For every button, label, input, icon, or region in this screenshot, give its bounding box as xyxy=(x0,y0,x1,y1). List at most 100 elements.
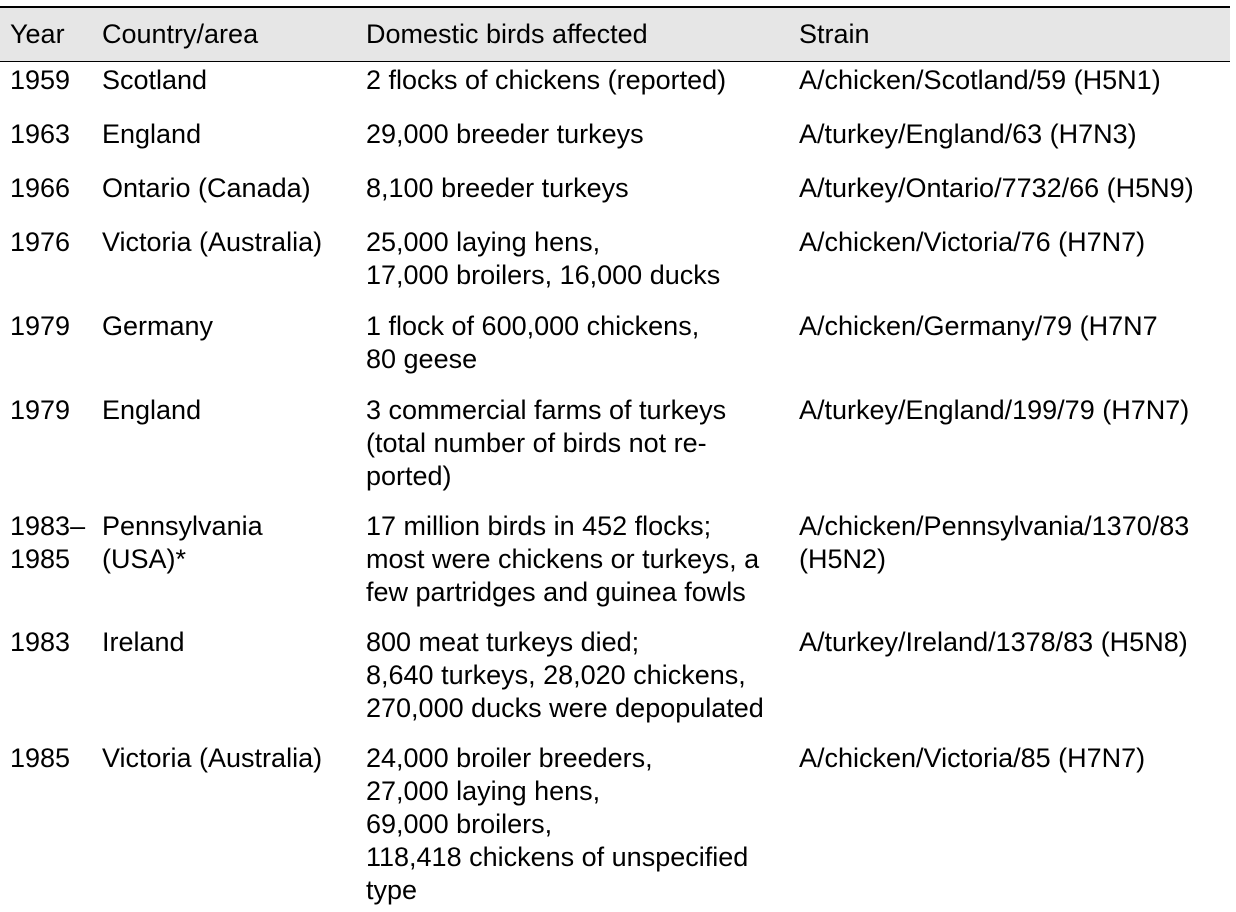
cell-year-line: 1979 xyxy=(10,311,71,341)
cell-country-line: (USA)* xyxy=(102,544,187,574)
cell-year-line: 1976 xyxy=(10,227,71,257)
cell-year: 1983 xyxy=(0,626,92,740)
cell-birds-line: 27,000 laying hens, xyxy=(366,776,601,806)
cell-country: England xyxy=(92,118,356,170)
cell-country-line: Ontario (Canada) xyxy=(102,173,311,203)
cell-country: Victoria (Australia) xyxy=(92,742,356,912)
cell-country: Ireland xyxy=(92,626,356,740)
cell-country: Scotland xyxy=(92,64,356,116)
cell-strain: A/chicken/Pennsylvania/1370/83 (H5N2) xyxy=(789,510,1230,624)
cell-birds-line: 8,100 breeder turkeys xyxy=(366,173,629,203)
cell-birds-line: 17 million birds in 452 flocks; xyxy=(366,511,712,541)
cell-country-line: England xyxy=(102,395,202,425)
cell-country-line: Victoria (Australia) xyxy=(102,227,323,257)
cell-birds-line: 29,000 breeder turkeys xyxy=(366,119,644,149)
cell-strain: A/turkey/Ontario/7732/66 (H5N9) xyxy=(789,172,1230,224)
cell-birds: 8,100 breeder turkeys xyxy=(356,172,789,224)
cell-birds: 29,000 breeder turkeys xyxy=(356,118,789,170)
cell-country-line: Scotland xyxy=(102,65,208,95)
table-header-row: Year Country/area Domestic birds affecte… xyxy=(0,8,1230,62)
cell-strain-line: A/turkey/Ontario/7732/66 (H5N9) xyxy=(799,173,1194,203)
cell-year-line: 1983 xyxy=(10,627,71,657)
cell-birds-line: type xyxy=(366,875,418,905)
cell-country: Pennsylvania (USA)* xyxy=(92,510,356,624)
cell-strain-line: A/chicken/Victoria/85 (H7N7) xyxy=(799,743,1146,773)
cell-birds-line: 17,000 broilers, 16,000 ducks xyxy=(366,260,721,290)
cell-year-line: 1966 xyxy=(10,173,71,203)
table-body: 1959 Scotland 2 flocks of chickens (report… xyxy=(0,62,1230,912)
table-row: 1959 Scotland 2 flocks of chickens (report… xyxy=(0,62,1230,116)
header-strain: Strain xyxy=(799,19,870,49)
cell-birds-line: 3 commercial farms of turkeys xyxy=(366,395,727,425)
cell-year: 1983– 1985 xyxy=(0,510,92,624)
cell-strain-line: A/chicken/Victoria/76 (H7N7) xyxy=(799,227,1146,257)
cell-country-line: Victoria (Australia) xyxy=(102,743,323,773)
cell-birds: 24,000 broiler breeders, 27,000 laying he… xyxy=(356,742,789,912)
table-top-rule xyxy=(0,6,1230,8)
cell-year-line: 1985 xyxy=(10,544,71,574)
cell-year: 1959 xyxy=(0,64,92,116)
cell-year-line: 1985 xyxy=(10,743,71,773)
cell-country-line: Ireland xyxy=(102,627,185,657)
table-row: 1983– 1985 Pennsylvania (USA)* 17 million bi… xyxy=(0,508,1230,624)
header-country: Country/area xyxy=(102,19,259,49)
cell-year: 1963 xyxy=(0,118,92,170)
cell-birds-line: 118,418 chickens of unspecified xyxy=(366,842,749,872)
cell-birds-line: 2 flocks of chickens (reported) xyxy=(366,65,727,95)
cell-birds-line: 8,640 turkeys, 28,020 chickens, xyxy=(366,660,746,690)
table-row: 1979 England 3 commercial farms of turkeys… xyxy=(0,392,1230,508)
cell-strain-line: A/chicken/Scotland/59 (H5N1) xyxy=(799,65,1161,95)
cell-birds: 2 flocks of chickens (reported) xyxy=(356,64,789,116)
cell-birds-line: few partridges and guinea fowls xyxy=(366,577,746,607)
cell-birds-line: 80 geese xyxy=(366,344,478,374)
cell-strain: A/turkey/Ireland/1378/83 (H5N8) xyxy=(789,626,1230,740)
cell-birds-line: 800 meat turkeys died; xyxy=(366,627,640,657)
cell-country: Ontario (Canada) xyxy=(92,172,356,224)
header-year: Year xyxy=(10,19,65,49)
cell-birds-line: (total number of birds not re- xyxy=(366,428,707,458)
cell-country: Germany xyxy=(92,310,356,392)
header-birds: Domestic birds affected xyxy=(366,19,648,49)
cell-strain-line: A/chicken/Germany/79 (H7N7 xyxy=(799,311,1158,341)
cell-year: 1985 xyxy=(0,742,92,912)
cell-birds: 25,000 laying hens, 17,000 broilers, 16,0… xyxy=(356,226,789,308)
cell-strain: A/chicken/Scotland/59 (H5N1) xyxy=(789,64,1230,116)
cell-country-line: Germany xyxy=(102,311,214,341)
cell-strain: A/chicken/Victoria/85 (H7N7) xyxy=(789,742,1230,912)
cell-year: 1979 xyxy=(0,394,92,508)
cell-birds-line: 1 flock of 600,000 chickens, xyxy=(366,311,700,341)
table-row: 1966 Ontario (Canada) 8,100 breeder turkey… xyxy=(0,170,1230,224)
cell-year-line: 1959 xyxy=(10,65,71,95)
cell-birds-line: ported) xyxy=(366,461,452,491)
cell-strain-line: A/chicken/Pennsylvania/1370/83 xyxy=(799,511,1190,541)
table-row: 1976 Victoria (Australia) 25,000 laying he… xyxy=(0,224,1230,308)
cell-strain: A/turkey/England/199/79 (H7N7) xyxy=(789,394,1230,508)
cell-birds-line: 25,000 laying hens, xyxy=(366,227,601,257)
cell-country: Victoria (Australia) xyxy=(92,226,356,308)
cell-birds: 3 commercial farms of turkeys (total numb… xyxy=(356,394,789,508)
cell-year: 1976 xyxy=(0,226,92,308)
cell-strain-line: (H5N2) xyxy=(799,544,887,574)
table-row: 1963 England 29,000 breeder turkeys A/turke… xyxy=(0,116,1230,170)
cell-birds-line: 270,000 ducks were depopulated xyxy=(366,693,764,723)
table-row: 1985 Victoria (Australia) 24,000 broiler b… xyxy=(0,740,1230,912)
cell-year-line: 1979 xyxy=(10,395,71,425)
cell-year-line: 1963 xyxy=(10,119,71,149)
cell-birds: 1 flock of 600,000 chickens, 80 geese xyxy=(356,310,789,392)
table-row: 1979 Germany 1 flock of 600,000 chickens, 8… xyxy=(0,308,1230,392)
cell-year: 1979 xyxy=(0,310,92,392)
cell-strain: A/chicken/Germany/79 (H7N7 xyxy=(789,310,1230,392)
cell-birds: 17 million birds in 452 flocks; most were… xyxy=(356,510,789,624)
cell-birds-line: 69,000 broilers, xyxy=(366,809,553,839)
cell-year: 1966 xyxy=(0,172,92,224)
cell-strain: A/chicken/Victoria/76 (H7N7) xyxy=(789,226,1230,308)
table-row: 1983 Ireland 800 meat turkeys died; 8,640 t… xyxy=(0,624,1230,740)
cell-strain-line: A/turkey/England/199/79 (H7N7) xyxy=(799,395,1190,425)
cell-country: England xyxy=(92,394,356,508)
cell-strain-line: A/turkey/Ireland/1378/83 (H5N8) xyxy=(799,627,1188,657)
cell-strain-line: A/turkey/England/63 (H7N3) xyxy=(799,119,1137,149)
cell-year-line: 1983– xyxy=(10,511,86,541)
cell-country-line: Pennsylvania xyxy=(102,511,263,541)
cell-birds-line: 24,000 broiler breeders, xyxy=(366,743,653,773)
cell-birds-line: most were chickens or turkeys, a xyxy=(366,544,760,574)
